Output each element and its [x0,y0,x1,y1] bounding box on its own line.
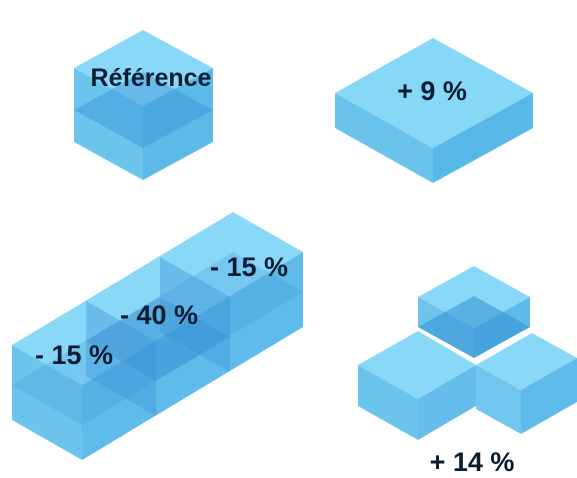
row-inner-base [12,252,303,425]
reference-block-right-face [143,68,213,180]
flat-block-right-face [433,93,533,183]
l-left-right-face [418,365,476,440]
flat-block-label: + 9 % [397,76,467,106]
row-top-surface [12,212,303,385]
l-right-right-face [521,358,577,434]
reference-inner-base [74,72,213,148]
l-center-overlap [418,296,530,358]
flat-block-top [335,38,533,148]
l-left-left-face [358,365,418,440]
row-divider-right [160,257,230,372]
flat-block: + 9 % [335,38,533,183]
row-left-label: - 15 % [35,340,113,370]
reference-block: Référence [74,30,213,180]
l-shape-label: + 14 % [430,447,515,477]
row-left-face [12,345,82,460]
row-right-label: - 15 % [210,252,288,282]
l-right-top [476,333,577,390]
reference-block-top [74,30,213,106]
reference-block-left-face [74,68,143,180]
row-divider-left [86,301,156,416]
flat-block-left-face [335,93,433,183]
l-shape-blocks: + 14 % [358,266,577,477]
l-left-top [358,331,476,399]
l-right-left-face [476,365,521,434]
row-front-face [82,252,303,460]
row-blocks: - 15 % - 40 % - 15 % [12,212,303,460]
row-middle-label: - 40 % [120,300,198,330]
row-middle-inner [86,297,230,381]
reference-label: Référence [91,64,212,92]
